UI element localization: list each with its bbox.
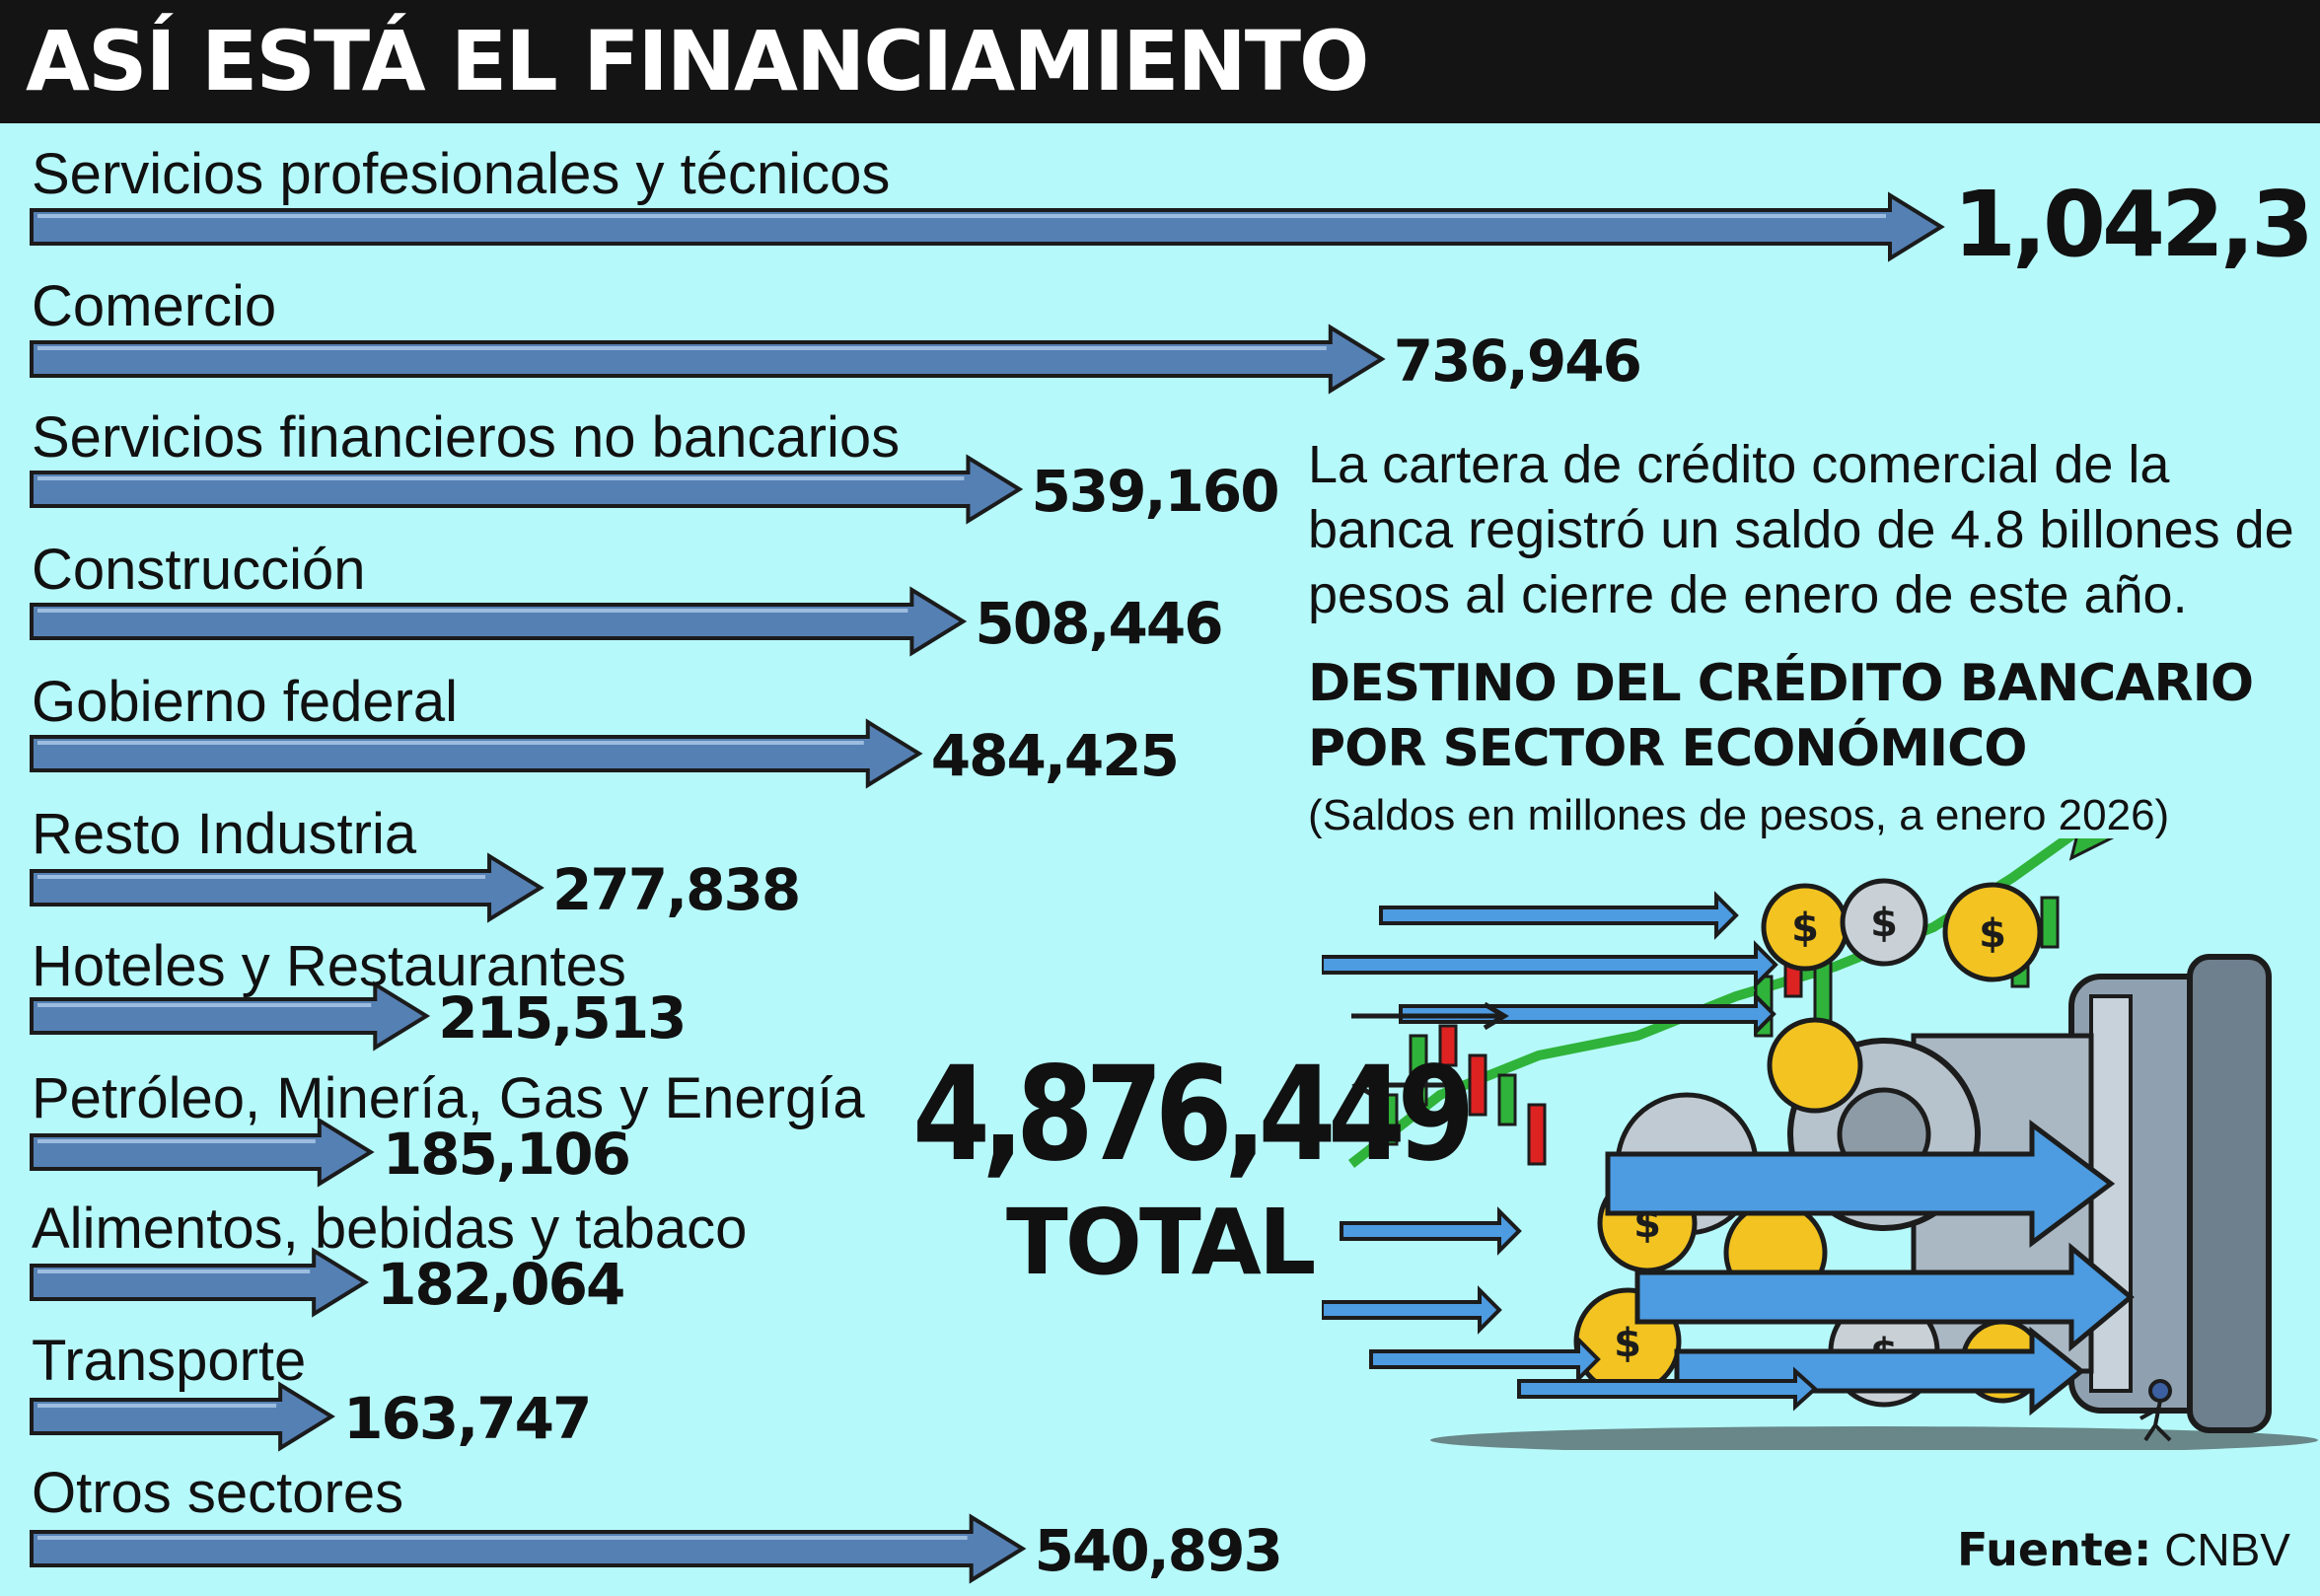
chart-heading-line1: DESTINO DEL CRÉDITO BANCARIO	[1308, 654, 2254, 713]
bar-value-1: 736,946	[1393, 327, 1642, 395]
total-value: 4,876,449	[912, 1039, 1475, 1191]
bar-label-6: Hoteles y Restaurantes	[32, 934, 626, 998]
chart-heading: DESTINO DEL CRÉDITO BANCARIO POR SECTOR …	[1308, 651, 2294, 781]
bar-label-4: Gobierno federal	[32, 670, 459, 734]
bar-value-6: 215,513	[438, 984, 687, 1052]
bar-value-0: 1,042,311	[1953, 172, 2320, 277]
bar-3	[30, 586, 968, 657]
bar-10	[30, 1513, 1027, 1584]
svg-text:$: $	[1791, 906, 1819, 951]
bar-value-2: 539,160	[1031, 458, 1279, 525]
bar-7	[30, 1117, 375, 1188]
bar-label-7: Petróleo, Minería, Gas y Energía	[32, 1066, 865, 1130]
bar-4	[30, 718, 923, 789]
bar-label-9: Transporte	[32, 1329, 307, 1393]
units-note: (Saldos en millones de pesos, a enero 20…	[1308, 791, 2170, 839]
bar-label-0: Servicios profesionales y técnicos	[32, 142, 891, 206]
chart-heading-line2: POR SECTOR ECONÓMICO	[1308, 719, 2028, 778]
bar-label-8: Alimentos, bebidas y tabaco	[32, 1197, 748, 1261]
source-key: Fuente:	[1956, 1523, 2152, 1576]
infographic-title: ASÍ ESTÁ EL FINANCIAMIENTO	[26, 13, 1369, 109]
header-bar: ASÍ ESTÁ EL FINANCIAMIENTO	[0, 0, 2320, 123]
source-value: CNBV	[2164, 1524, 2290, 1575]
bar-8	[30, 1247, 369, 1318]
bar-value-9: 163,747	[343, 1385, 592, 1452]
total-label: TOTAL	[1006, 1190, 1316, 1295]
bar-value-3: 508,446	[975, 590, 1223, 657]
bar-label-2: Servicios financieros no bancarios	[32, 405, 901, 470]
bar-5	[30, 852, 544, 923]
bar-0	[30, 191, 1945, 262]
bar-9	[30, 1381, 335, 1452]
bar-value-5: 277,838	[552, 856, 801, 923]
bar-label-1: Comercio	[32, 274, 277, 338]
bar-label-10: Otros sectores	[32, 1461, 404, 1525]
source-credit: Fuente: CNBV	[1957, 1522, 2290, 1577]
bar-label-5: Resto Industria	[32, 802, 417, 866]
bar-value-10: 540,893	[1034, 1517, 1283, 1584]
bar-label-3: Construcción	[32, 538, 366, 602]
bar-value-4: 484,425	[930, 722, 1180, 789]
description-text: La cartera de crédito comercial de la ba…	[1308, 435, 2294, 624]
bar-value-7: 185,106	[382, 1121, 631, 1188]
bar-2	[30, 454, 1024, 525]
bar-1	[30, 324, 1386, 395]
svg-text:$: $	[1870, 901, 1898, 946]
bar-6	[30, 980, 431, 1052]
money-machine-illustration: $ $ $ $ $ $	[1322, 838, 2318, 1450]
bar-value-8: 182,064	[377, 1251, 625, 1318]
svg-text:$: $	[1614, 1321, 1641, 1366]
svg-text:$: $	[1979, 911, 2006, 957]
